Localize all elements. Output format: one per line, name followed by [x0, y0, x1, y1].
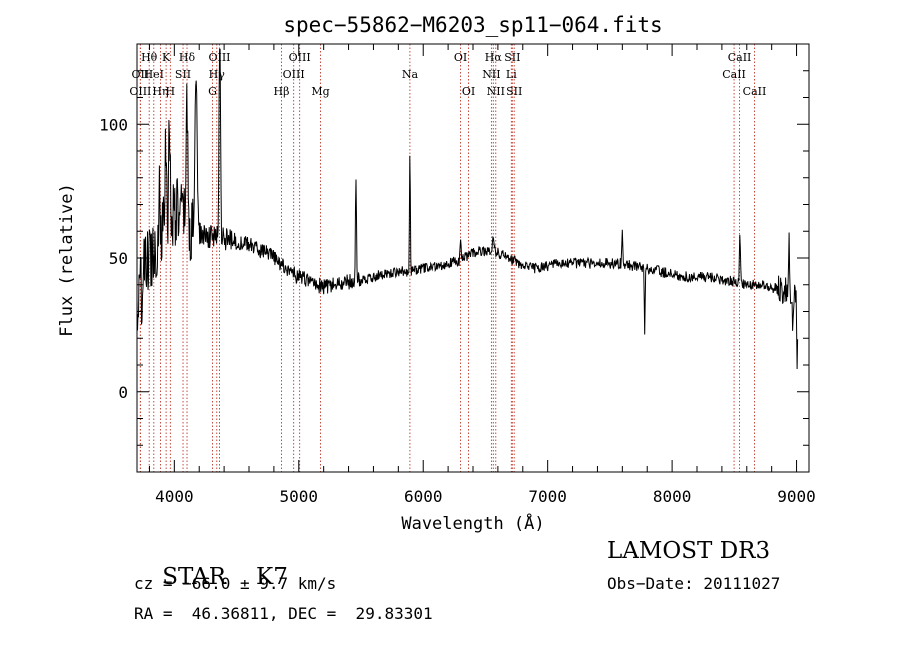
- x-tick-label-4: 8000: [653, 487, 692, 506]
- line-label-12: Hβ: [274, 85, 290, 98]
- subclass-label: K7: [256, 564, 288, 590]
- y-tick-label-2: 100: [99, 115, 128, 134]
- line-label-13: OIII: [289, 51, 311, 64]
- line-label-5: K: [162, 51, 171, 64]
- line-label-17: OI: [454, 51, 467, 64]
- y-tick-label-0: 0: [118, 383, 128, 402]
- line-label-21: NII: [487, 85, 505, 98]
- line-label-2: OIII: [129, 85, 151, 98]
- plot-frame: [136, 43, 810, 473]
- line-label-8: Hδ: [179, 51, 196, 64]
- obs-date: Obs−Date: 20111027: [607, 574, 781, 593]
- x-tick-label-1: 5000: [280, 487, 319, 506]
- line-label-25: CaII: [728, 51, 752, 64]
- line-label-16: Na: [402, 68, 419, 81]
- object-class: STAR K7: [133, 538, 288, 616]
- line-label-11: G: [208, 85, 217, 98]
- line-label-4: Hη: [152, 85, 168, 98]
- redshift-line: cz = −66.0 ± 9.7 km/s: [134, 574, 337, 593]
- spectrum-line: [136, 48, 799, 370]
- x-tick-label-5: 9000: [777, 487, 816, 506]
- line-label-18: OI: [462, 85, 475, 98]
- line-label-23: Li: [506, 68, 517, 81]
- line-label-27: CaII: [743, 85, 767, 98]
- y-tick-label-1: 50: [109, 249, 128, 268]
- line-label-6: H: [166, 85, 176, 98]
- chart-title: spec−55862−M6203_sp11−064.fits: [283, 13, 662, 37]
- line-label-19: Hα: [485, 51, 503, 64]
- spectral-line-markers: [139, 44, 755, 472]
- y-axis-label: Flux (relative): [57, 183, 77, 337]
- x-tick-label-2: 6000: [404, 487, 443, 506]
- line-label-24: SII: [506, 85, 522, 98]
- line-label-20: NII: [482, 68, 500, 81]
- line-label-26: CaII: [722, 68, 746, 81]
- line-label-0: Hθ: [141, 51, 158, 64]
- spectrum-trace: [136, 48, 799, 370]
- line-label-1: OII: [132, 68, 150, 81]
- line-label-3: HeI: [144, 68, 164, 81]
- line-label-15: Mg: [311, 85, 329, 98]
- survey-label: LAMOST DR3: [607, 538, 771, 564]
- x-tick-label-3: 7000: [528, 487, 567, 506]
- coordinates-line: RA = 46.36811, DEC = 29.83301: [134, 604, 433, 623]
- class-label: STAR: [162, 564, 227, 590]
- plot-axes: 4000 5000 6000 7000 8000 9000 0 50 100: [99, 43, 816, 506]
- x-tick-label-0: 4000: [155, 487, 194, 506]
- x-axis-label: Wavelength (Å): [401, 512, 544, 534]
- line-label-14: OIII: [283, 68, 305, 81]
- line-label-10: Hγ: [209, 68, 226, 81]
- line-label-7: SII: [175, 68, 191, 81]
- line-label-22: SII: [504, 51, 520, 64]
